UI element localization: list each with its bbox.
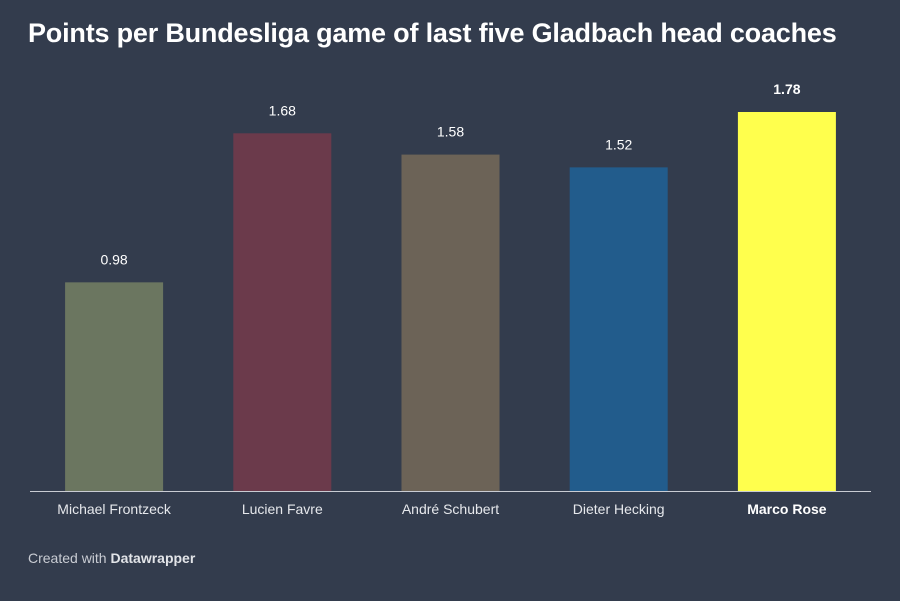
data-label: 0.98 [100,251,127,267]
x-tick-label: André Schubert [402,501,499,517]
x-tick-label: Dieter Hecking [573,501,665,517]
bar [401,154,500,491]
data-label: 1.68 [269,102,296,118]
bar-chart: 0.98 Michael Frontzeck 1.68 Lucien Favre 1.5… [30,81,871,517]
bar [233,133,332,492]
footer-prefix: Created with [28,550,107,566]
bar [569,167,668,491]
data-label: 1.58 [437,124,464,140]
x-tick-label: Michael Frontzeck [57,501,172,517]
x-tick-label: Marco Rose [747,501,827,517]
bar [737,112,836,491]
data-label: 1.78 [773,81,800,97]
footer-credit: Created with Datawrapper [28,550,195,566]
chart-title: Points per Bundesliga game of last five … [28,18,837,48]
x-tick-label: Lucien Favre [242,501,323,517]
data-label: 1.52 [605,136,632,152]
bar [65,282,164,491]
footer-brand[interactable]: Datawrapper [110,550,196,566]
